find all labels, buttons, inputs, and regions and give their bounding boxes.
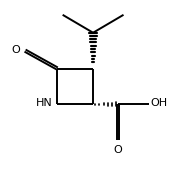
Text: OH: OH [150, 98, 168, 108]
Text: O: O [12, 45, 21, 55]
Text: O: O [114, 145, 122, 156]
Text: HN: HN [36, 98, 53, 108]
